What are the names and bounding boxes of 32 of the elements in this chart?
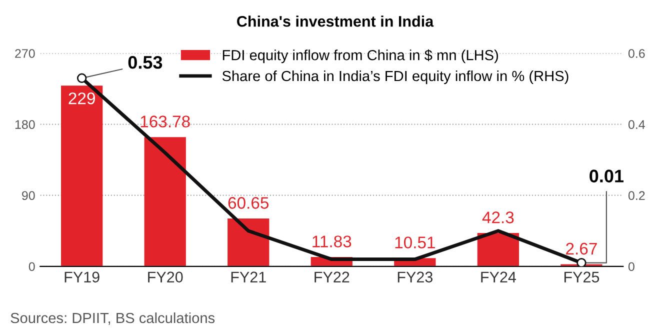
y-tick-label: 270 — [15, 49, 35, 58]
x-tick-label: FY19 — [64, 272, 100, 282]
legend-label: FDI equity inflow from China in $ mn (LHS) — [222, 49, 498, 64]
data-label: 10.51 — [395, 236, 435, 248]
data-label: 2.67 — [566, 242, 597, 255]
y2-tick-label: 0 — [628, 262, 634, 272]
x-tick-label: FY24 — [481, 272, 516, 282]
y2-tick-label: 0.2 — [628, 191, 645, 200]
data-label: 0.01 — [590, 170, 624, 182]
bar — [228, 218, 270, 266]
data-label: 0.53 — [128, 56, 162, 69]
y-tick-label: 180 — [15, 120, 35, 129]
y2-tick-label: 0.4 — [628, 120, 645, 129]
x-tick-label: FY20 — [148, 272, 183, 282]
data-label: 163.78 — [140, 116, 190, 128]
data-label: 229 — [68, 92, 95, 104]
y-tick-label: 0 — [28, 262, 35, 272]
bar — [144, 137, 186, 266]
data-label: 42.3 — [482, 212, 514, 224]
x-tick-label: FY23 — [398, 272, 433, 282]
bar — [477, 233, 520, 266]
x-tick-label: FY25 — [564, 272, 600, 282]
legend-label: Share of China in India’s FDI equity inflow in % (RHS) — [222, 70, 568, 84]
chart-title: China's investment in India — [237, 16, 434, 27]
data-label: 11.83 — [312, 236, 352, 248]
data-label: 60.65 — [228, 197, 269, 209]
x-tick-label: FY22 — [314, 272, 350, 282]
y-tick-label: 90 — [22, 191, 35, 200]
source-note: Sources: DPIIT, BS calculations — [10, 312, 215, 325]
y2-tick-label: 0.6 — [628, 49, 645, 58]
bar — [61, 86, 103, 266]
x-tick-label: FY21 — [231, 272, 266, 282]
